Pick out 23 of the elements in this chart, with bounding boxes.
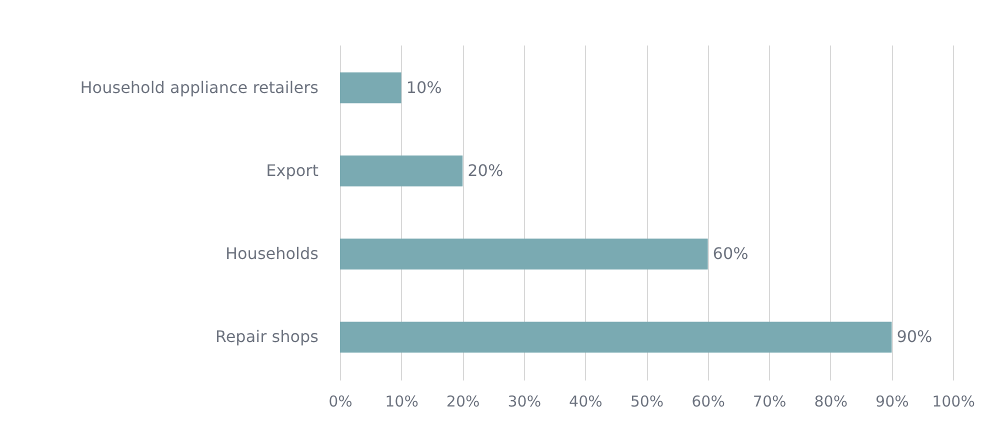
x-tick-label: 60% xyxy=(692,392,725,410)
y-tick-label: Households xyxy=(225,244,318,264)
bar xyxy=(340,322,892,353)
y-tick-label: Household appliance retailers xyxy=(80,78,318,97)
x-tick-label: 0% xyxy=(328,392,352,410)
x-tick-label: 20% xyxy=(446,392,480,410)
bar xyxy=(340,156,463,186)
x-tick-label: 100% xyxy=(932,392,975,410)
x-tick-label: 70% xyxy=(752,392,786,410)
data-label: 20% xyxy=(468,160,504,180)
data-label: 90% xyxy=(896,327,932,346)
bar xyxy=(340,72,402,104)
x-tick-label: 40% xyxy=(569,392,602,410)
x-tick-label: 30% xyxy=(508,392,542,410)
x-tick-label: 90% xyxy=(876,392,909,410)
data-label: 60% xyxy=(712,244,748,264)
x-tick-label: 80% xyxy=(814,392,848,410)
bar xyxy=(340,238,708,270)
y-tick-label: Export xyxy=(266,160,318,180)
y-tick-label: Repair shops xyxy=(215,327,318,346)
data-label: 10% xyxy=(406,78,442,97)
x-tick-label: 50% xyxy=(630,392,664,410)
x-tick-label: 10% xyxy=(385,392,418,410)
